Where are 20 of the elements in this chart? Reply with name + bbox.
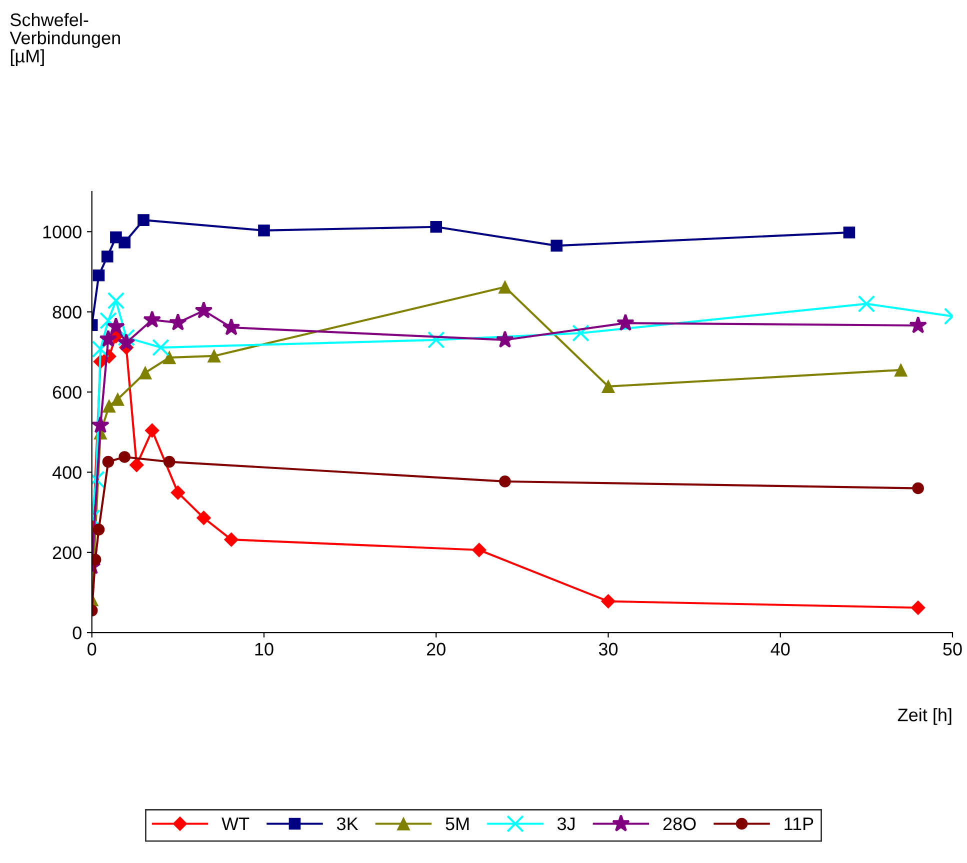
- legend-label: 3J: [557, 817, 574, 830]
- x-axis-title: Zeit [h]: [898, 708, 952, 725]
- y-tick-label: 0: [72, 626, 82, 640]
- y-tick-label: 600: [52, 386, 82, 399]
- legend-label: 28O: [663, 817, 696, 830]
- x-tick-label: 40: [770, 642, 790, 656]
- legend-label: 3K: [336, 817, 358, 830]
- y-tick-label: 1000: [43, 226, 82, 238]
- y-tick-label: 200: [52, 546, 82, 560]
- legend-label: WT: [222, 818, 250, 830]
- y-tick-label: 400: [52, 466, 82, 479]
- x-tick-label: 20: [426, 642, 446, 656]
- y-tick-label: 800: [52, 306, 82, 319]
- text: Schwefel- Verbindungen [µM]: [10, 12, 120, 66]
- x-tick-label: 0: [88, 642, 96, 656]
- x-tick-label: 30: [598, 642, 618, 656]
- legend-label: 11P: [784, 818, 814, 830]
- x-tick-label: 50: [943, 642, 962, 656]
- legend-label: 5M: [446, 818, 469, 830]
- x-tick-label: 10: [255, 642, 274, 656]
